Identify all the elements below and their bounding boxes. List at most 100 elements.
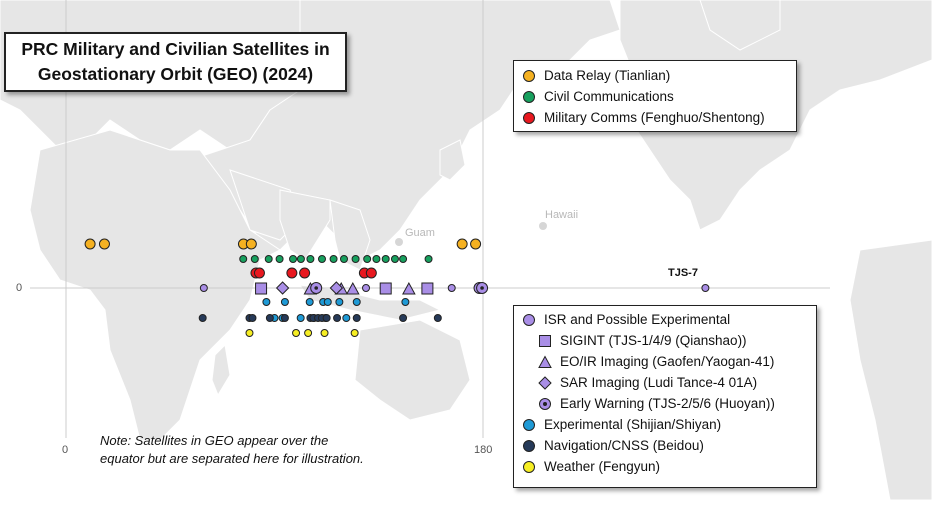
equator-label: 0 <box>16 282 23 294</box>
civil-comm-sat <box>363 255 372 263</box>
hawaii-marker <box>539 222 547 230</box>
australia-land <box>354 319 471 421</box>
legend-item: Experimental (Shijian/Shiyan) <box>522 414 808 435</box>
japan-land <box>439 139 466 181</box>
eoir-sat <box>345 281 360 295</box>
sigint-sat <box>421 282 434 295</box>
legend-label: SAR Imaging (Ludi Tance-4 01A) <box>560 375 758 390</box>
greenland-land <box>699 0 781 51</box>
sar-sat <box>275 281 290 295</box>
experimental-sat <box>262 298 271 306</box>
navigation-sat <box>265 314 274 322</box>
sigint-sat <box>379 282 392 295</box>
legend-item: SAR Imaging (Ludi Tance-4 01A) <box>522 372 808 393</box>
isr-sat <box>701 284 710 292</box>
civil-comm-sat <box>424 255 433 263</box>
legend-item: Navigation/CNSS (Beidou) <box>522 435 808 456</box>
legend-item: EO/IR Imaging (Gaofen/Yaogan-41) <box>522 351 808 372</box>
civil-comm-sat <box>264 255 273 263</box>
legend-item: SIGINT (TJS-1/4/9 (Qianshao)) <box>522 330 808 351</box>
square-legend-icon <box>539 334 551 347</box>
antimeridian-label: 180 <box>474 444 493 456</box>
military-comm-sat <box>253 267 265 279</box>
civil-comm-sat <box>329 255 338 263</box>
target-legend-icon <box>539 397 551 410</box>
note: Note: Satellites in GEO appear over the … <box>100 432 420 468</box>
military-comm-sat <box>299 267 311 279</box>
legend-item: Military Comms (Fenghuo/Shentong) <box>522 107 788 128</box>
satellite-markers <box>84 238 710 337</box>
civil-comm-sat <box>390 255 399 263</box>
civil-comm-sat <box>250 255 259 263</box>
civil-comm-sat <box>275 255 284 263</box>
experimental-sat <box>280 298 289 306</box>
navigation-sat <box>352 314 361 322</box>
circle-legend-icon <box>523 439 535 452</box>
legend-label: ISR and Possible Experimental <box>544 312 731 327</box>
eoir-sat <box>402 281 416 295</box>
triangle-legend-icon <box>538 354 552 368</box>
circle-legend-icon <box>523 313 535 326</box>
civil-comm-sat <box>306 255 315 263</box>
legend-item: Data Relay (Tianlian) <box>522 65 788 86</box>
legend-item: Civil Communications <box>522 86 788 107</box>
legend-isr-nav: ISR and Possible Experimental SIGINT (TJS… <box>513 305 817 488</box>
circle-legend-icon <box>523 460 535 473</box>
legend-item: Weather (Fengyun) <box>522 456 808 477</box>
hawaii-label: Hawaii <box>545 209 579 221</box>
civil-comm-sat <box>296 255 305 263</box>
circle-legend-icon <box>523 69 535 82</box>
weather-sat <box>245 329 254 337</box>
civil-comm-sat <box>340 255 348 263</box>
title-box: PRC Military and Civilian Satellites in … <box>4 32 347 92</box>
civil-comm-sat <box>317 255 326 263</box>
navigation-sat <box>333 314 342 322</box>
place-markers <box>395 222 547 246</box>
civil-comm-sat <box>372 255 381 263</box>
legend-label: Navigation/CNSS (Beidou) <box>544 438 704 453</box>
south-america-land <box>849 239 932 501</box>
data-relay-sat <box>245 238 257 250</box>
civil-comm-sat <box>351 255 360 263</box>
navigation-sat <box>198 314 207 322</box>
data-relay-sat <box>84 238 96 250</box>
legend-label: Military Comms (Fenghuo/Shentong) <box>544 110 765 125</box>
data-relay-sat <box>470 238 482 250</box>
experimental-sat <box>305 298 314 306</box>
navigation-sat <box>399 314 408 322</box>
experimental-sat <box>335 298 344 306</box>
data-relay-sat <box>456 238 468 250</box>
india-land <box>279 189 331 261</box>
legend-label: Early Warning (TJS-2/5/6 (Huoyan)) <box>560 396 775 411</box>
experimental-sat <box>296 314 305 322</box>
legend-label: Experimental (Shijian/Shiyan) <box>544 417 722 432</box>
title-line-1: PRC Military and Civilian Satellites in <box>21 39 330 59</box>
experimental-sat <box>352 298 361 306</box>
legend-label: Weather (Fengyun) <box>544 459 661 474</box>
military-comm-sat <box>286 267 298 279</box>
sar-sat <box>329 281 344 295</box>
legend-comms: Data Relay (Tianlian) Civil Communication… <box>513 60 797 132</box>
navigation-sat <box>280 314 289 322</box>
africa-land <box>29 129 281 441</box>
isr-sat <box>199 284 208 292</box>
diamond-legend-icon <box>538 375 552 390</box>
weather-sat <box>350 329 359 337</box>
title-line-2: Geostationary Orbit (GEO) (2024) <box>37 64 314 84</box>
civil-comm-sat <box>289 255 298 263</box>
civil-comm-sat <box>381 255 390 263</box>
navigation-sat <box>433 314 442 322</box>
early-warning-sat-core <box>480 286 484 290</box>
experimental-sat <box>323 298 332 306</box>
civil-comm-sat <box>239 255 248 263</box>
early-warning-sat-core <box>314 286 319 290</box>
madagascar-land <box>211 343 231 397</box>
circle-legend-icon <box>523 90 535 103</box>
data-relay-sat <box>98 238 110 250</box>
legend-label: Data Relay (Tianlian) <box>544 68 671 83</box>
isr-sat <box>447 284 456 292</box>
experimental-sat <box>342 314 351 322</box>
